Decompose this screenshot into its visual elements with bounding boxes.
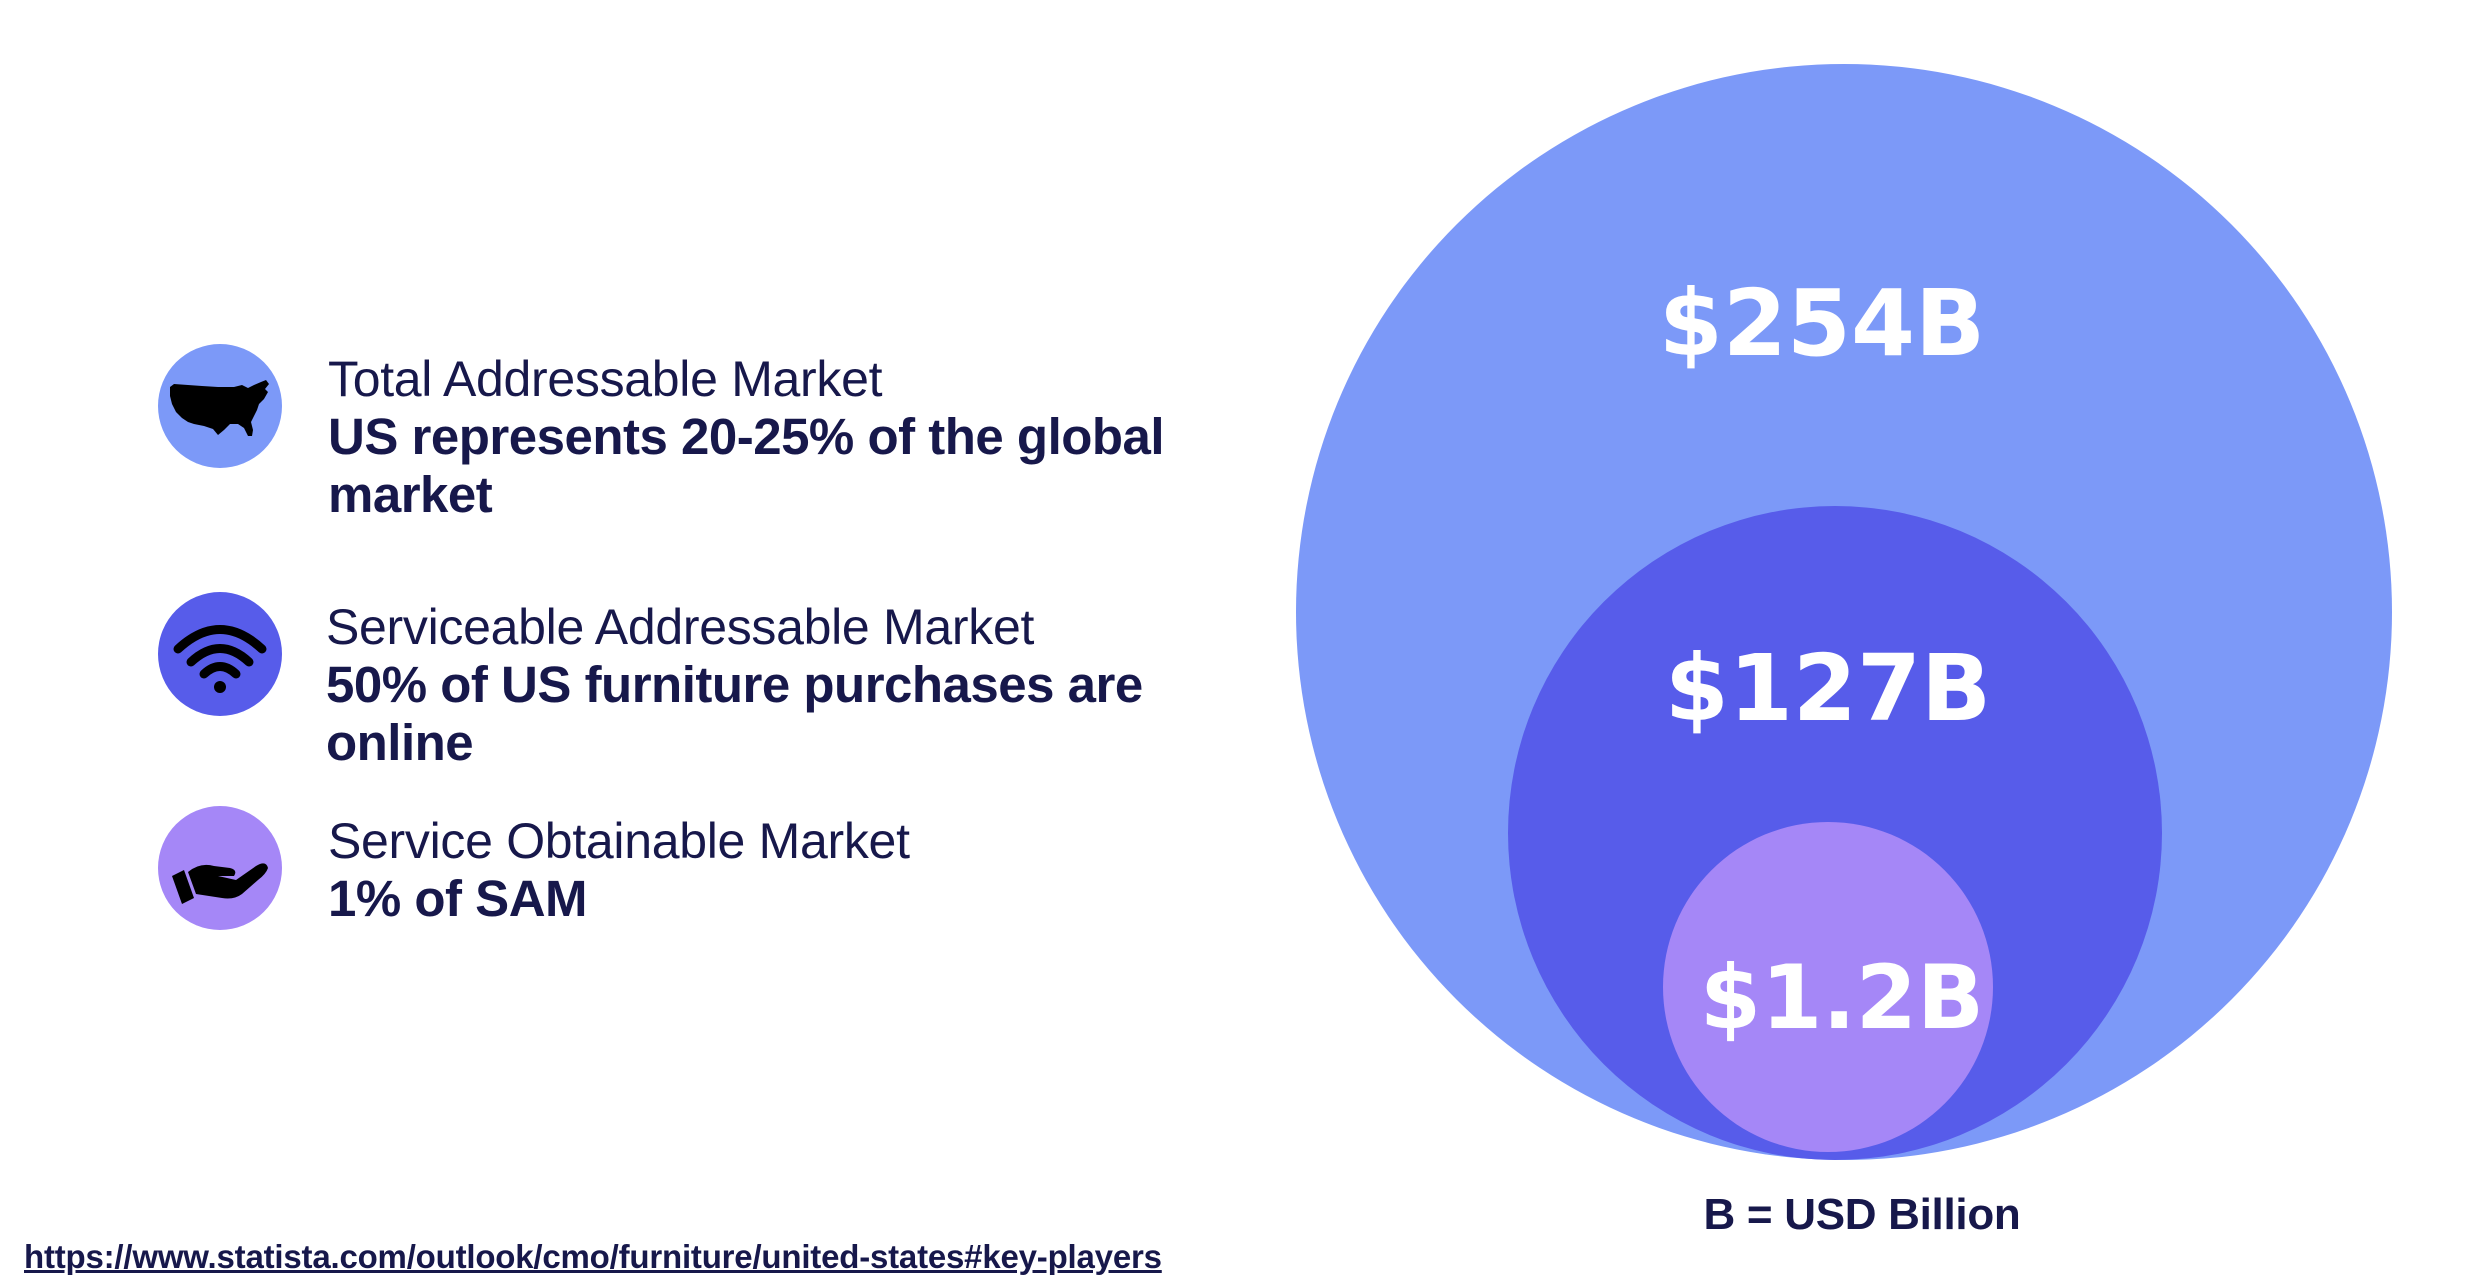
sam-icon-badge [158, 592, 282, 716]
wifi-icon [173, 625, 267, 693]
tam-title: Total Addressable Market [328, 351, 883, 407]
sam-title: Serviceable Addressable Market [326, 599, 1035, 655]
source-link[interactable]: https://www.statista.com/outlook/cmo/fur… [24, 1238, 1162, 1275]
legend-item-som: Service Obtainable Market 1% of SAM [158, 806, 1218, 1006]
tam-description: US represents 20-25% of the global marke… [328, 408, 1165, 523]
unit-note: B = USD Billion [1703, 1190, 2021, 1239]
som-icon-badge [158, 806, 282, 930]
som-value-label: $1.2B [1700, 946, 1984, 1049]
sam-text-block: Serviceable Addressable Market 50% of US… [326, 598, 1206, 772]
som-title: Service Obtainable Market [328, 813, 910, 869]
som-text-block: Service Obtainable Market 1% of SAM [328, 812, 1208, 928]
som-circle [1663, 822, 1993, 1152]
sam-description: 50% of US furniture purchases are online [326, 656, 1143, 771]
usa-map-icon [170, 380, 269, 436]
tam-icon-badge [158, 344, 282, 468]
hand-icon [172, 863, 268, 904]
legend-item-tam: Total Addressable Market US represents 2… [158, 344, 1218, 544]
sam-value-label: $127B [1665, 635, 1991, 742]
legend-item-sam: Serviceable Addressable Market 50% of US… [158, 592, 1218, 792]
tam-value-label: $254B [1659, 270, 1985, 377]
tam-text-block: Total Addressable Market US represents 2… [328, 350, 1208, 524]
som-description: 1% of SAM [328, 870, 588, 927]
